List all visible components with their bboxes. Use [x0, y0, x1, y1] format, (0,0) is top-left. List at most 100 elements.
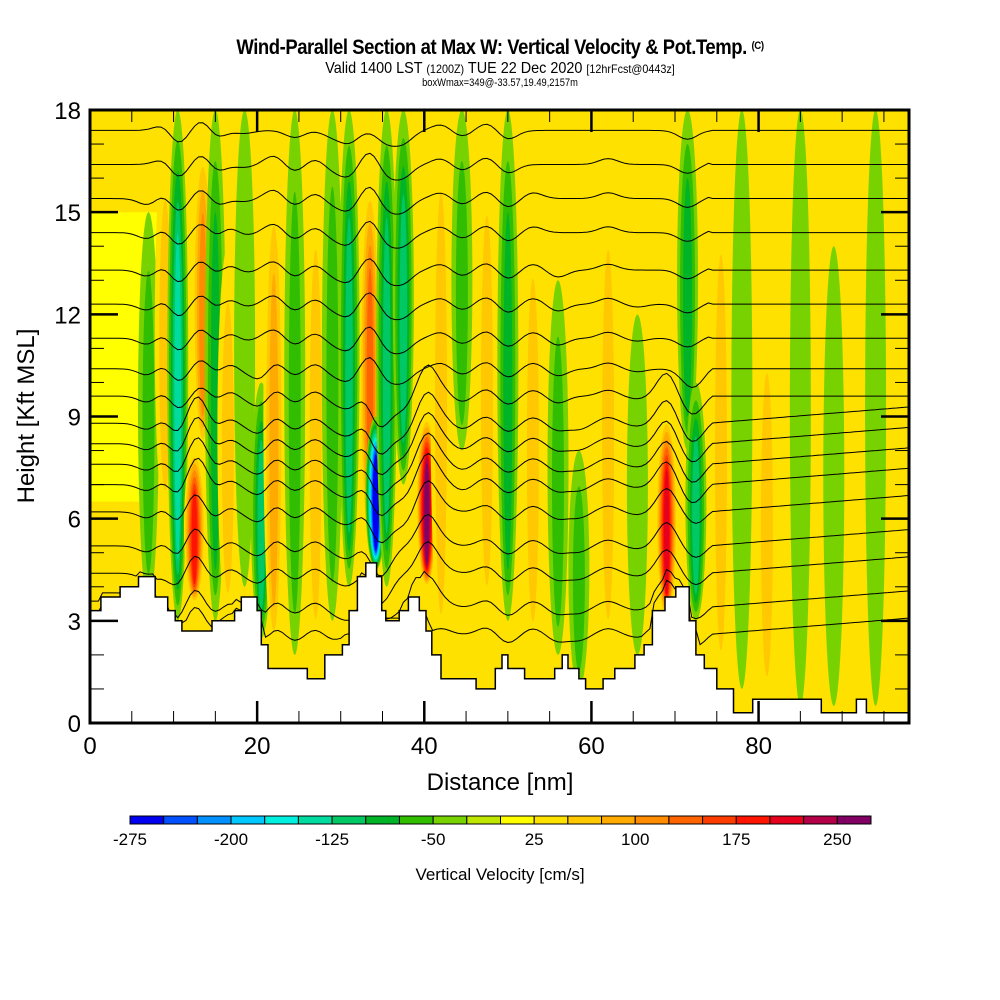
x-axis: 0 20 40 60 80 [83, 110, 885, 760]
x-tick-label: 0 [83, 733, 96, 760]
velocity-band [257, 439, 266, 610]
velocity-band [503, 212, 513, 570]
isentrope-line [90, 357, 909, 389]
terrain-profile [90, 562, 909, 723]
colorbar-tick-label: 25 [525, 830, 544, 849]
velocity-band [692, 436, 700, 595]
colorbar-swatch [803, 815, 838, 825]
colorbar-tick-label: 250 [823, 830, 851, 849]
isentrope-line [90, 326, 909, 355]
colorbar-swatch [735, 815, 771, 825]
isentrope-line [90, 220, 909, 249]
x-axis-title: Distance [nm] [427, 769, 574, 796]
colorbar-tick-label: -275 [113, 830, 147, 849]
velocity-band [142, 270, 155, 575]
chart-title: Wind-Parallel Section at Max W: Vertical… [60, 36, 940, 60]
colorbar-tick-label: -200 [214, 830, 248, 849]
velocity-band [714, 254, 727, 651]
y-tick-label: 6 [68, 507, 81, 534]
colorbar-swatch [702, 815, 737, 825]
valid-utc: (1200Z) [426, 62, 465, 76]
colorbar-swatch [500, 815, 535, 825]
isentrope-line [90, 513, 909, 577]
isentrope-line [90, 412, 909, 476]
colorbar-title: Vertical Velocity [cm/s] [415, 865, 584, 884]
isentrope-line [90, 432, 909, 496]
x-tick-label: 60 [578, 733, 605, 760]
isentrope-line [90, 364, 909, 428]
colorbar-tick-label: -50 [421, 830, 446, 849]
colorbar-swatch [466, 815, 501, 825]
velocity-band [382, 217, 391, 534]
colorbar-swatch [668, 815, 704, 825]
x-tick-label: 20 [244, 733, 271, 760]
velocity-band [288, 191, 301, 615]
velocity-band [664, 470, 670, 595]
velocity-band [435, 191, 447, 615]
velocity-band [626, 314, 648, 655]
valid-date: TUE 22 Dec 2020 [467, 60, 583, 77]
velocity-band [823, 246, 845, 706]
isentrope-line [90, 391, 909, 455]
terrain [90, 562, 909, 723]
isentrope-line [90, 452, 909, 517]
colorbar-swatch [365, 815, 400, 825]
colorbar-swatch [769, 815, 805, 825]
isentrope-contours [90, 122, 909, 646]
velocity-band [865, 110, 887, 706]
velocity-band [683, 178, 693, 417]
y-axis-title: Height [Kft MSL] [13, 329, 40, 504]
colorbar-swatch [432, 815, 468, 825]
isentrope-line [90, 579, 909, 646]
chart-subtitle: Valid 1400 LST (1200Z) TUE 22 Dec 2020 [… [50, 60, 950, 78]
x-tick-label: 40 [411, 733, 438, 760]
velocity-band [373, 458, 379, 549]
colorbar-swatch [230, 815, 266, 825]
velocity-band [552, 336, 564, 627]
isentrope-line [90, 292, 909, 321]
x-tick-label: 80 [745, 733, 772, 760]
colorbar-swatch [297, 815, 333, 825]
velocity-band [424, 462, 430, 564]
colorbar-swatch [398, 815, 434, 825]
colorbar-tick-label: 175 [722, 830, 750, 849]
colorbar-swatch [196, 815, 232, 825]
velocity-band [221, 302, 234, 593]
velocity-band [789, 110, 811, 706]
velocity-band [455, 161, 468, 426]
colorbar-swatch [129, 815, 165, 825]
isentrope-line [90, 122, 909, 147]
velocity-band [760, 373, 773, 677]
colorbar-swatch [634, 815, 670, 825]
isentrope-line [90, 480, 909, 544]
velocity-band [731, 110, 753, 689]
colorbar-swatch [331, 815, 367, 825]
y-axis: 0 3 6 9 12 15 18 [54, 98, 909, 738]
colorbar-swatch [836, 815, 872, 825]
colorbar-swatch [567, 815, 603, 825]
isentrope-line [90, 186, 909, 215]
velocity-band [572, 486, 585, 672]
colorbar-swatch [264, 815, 299, 825]
colorbar: -275 -200 -125 -50 25 100 175 250 [113, 815, 872, 849]
velocity-band [602, 249, 615, 620]
velocity-band [191, 489, 198, 585]
velocity-band [345, 217, 353, 534]
valid-time: Valid 1400 LST [325, 60, 423, 77]
colorbar-tick-label: 100 [621, 830, 649, 849]
velocity-band [326, 186, 339, 583]
isentrope-line [90, 258, 909, 287]
velocity-band [210, 212, 220, 570]
y-tick-label: 12 [54, 302, 81, 329]
y-tick-label: 0 [68, 711, 81, 738]
isentrope-line [90, 568, 909, 621]
box-info: boxWmax=349@-33.57,19.49,2157m [422, 77, 578, 89]
copyright-mark: (C) [751, 40, 765, 52]
forecast-info: [12hrFcst@0443z] [586, 62, 675, 76]
colorbar-swatch [163, 815, 198, 825]
velocity-band [526, 278, 539, 622]
colorbar-tick-label: -125 [315, 830, 349, 849]
isentrope-line [90, 152, 909, 181]
isentrope-line [90, 541, 909, 604]
velocity-band [234, 110, 256, 587]
